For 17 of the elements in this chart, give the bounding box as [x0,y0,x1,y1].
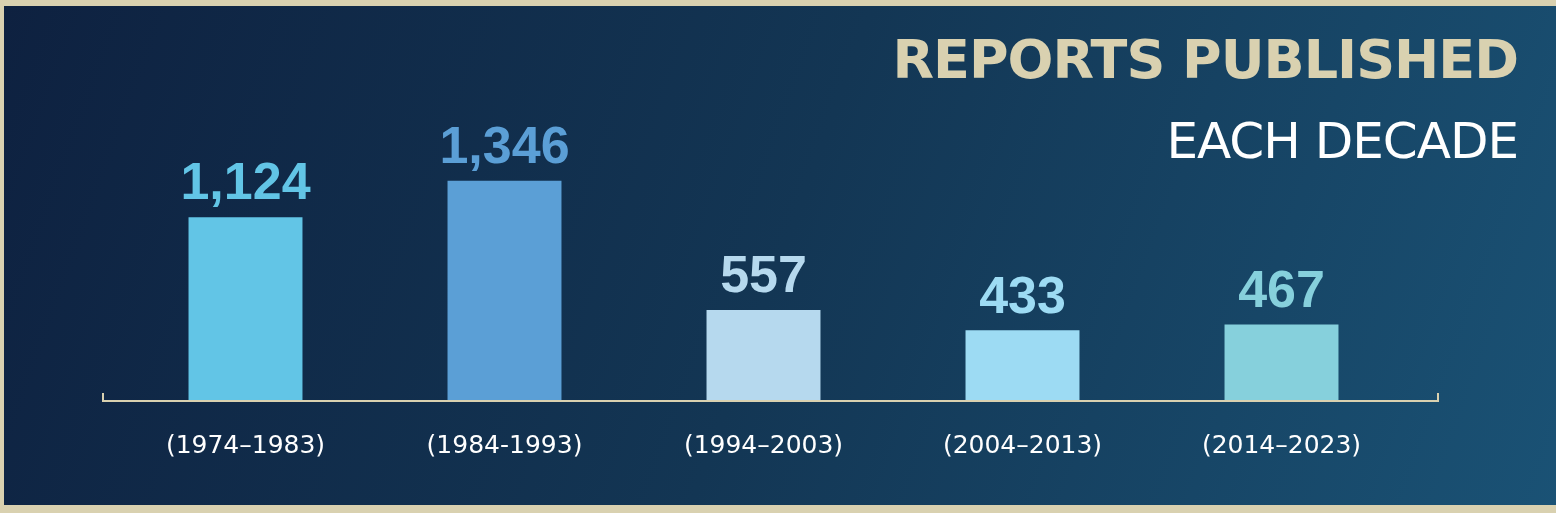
bar [447,180,562,401]
x-tick-label: (2014–2023) [1201,429,1362,459]
bar [188,217,303,401]
data-label: 1,346 [439,116,570,175]
data-label: 1,124 [180,152,311,211]
bar [965,330,1080,401]
bar [1224,324,1339,401]
data-label: 557 [720,245,807,304]
data-label: 433 [979,265,1066,324]
bar [706,309,821,401]
x-tick-label: (1994–2003) [683,429,844,459]
chart-title: REPORTS PUBLISHED [892,28,1518,91]
x-tick-label: (2004–2013) [942,429,1103,459]
data-label: 467 [1238,259,1325,318]
x-tick-label: (1974–1983) [165,429,326,459]
chart-subtitle: EACH DECADE [1166,112,1518,170]
x-tick-label: (1984-1993) [426,429,583,459]
